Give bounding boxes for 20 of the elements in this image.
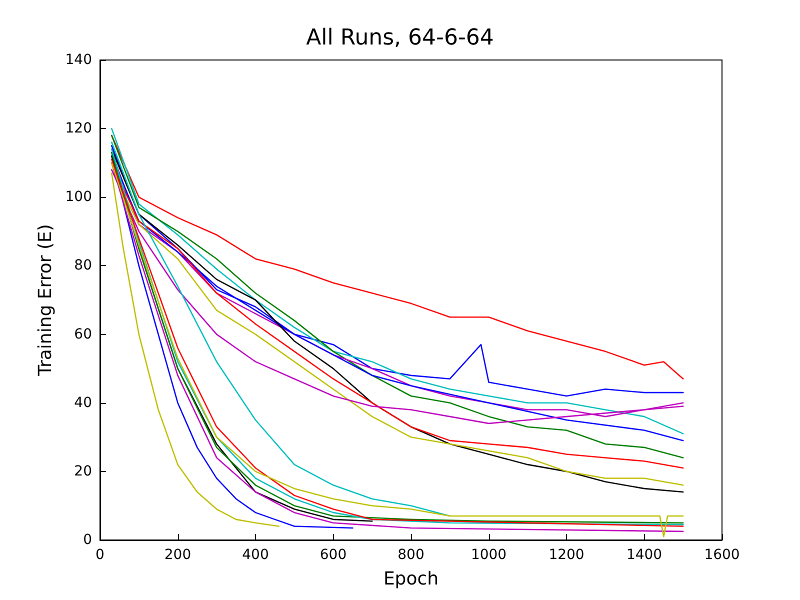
x-tick-label: 400 (242, 547, 269, 563)
x-tick-label: 0 (96, 547, 104, 563)
x-tick-label: 600 (320, 547, 347, 563)
x-tick-label: 1000 (470, 547, 507, 563)
x-tick-label: 200 (164, 547, 192, 563)
y-tick-label: 80 (74, 258, 92, 274)
y-tick-label: 100 (65, 189, 92, 206)
x-tick-label: 1400 (626, 547, 662, 563)
y-tick-label: 60 (74, 326, 92, 342)
x-tick-label: 1600 (704, 547, 740, 563)
y-tick-label: 40 (74, 394, 92, 411)
y-axis-title: Training Error (E) (34, 224, 56, 377)
x-tick-label: 800 (398, 547, 424, 563)
y-tick-label: 140 (65, 52, 92, 68)
y-tick-label: 120 (65, 120, 92, 137)
chart-title: All Runs, 64-6-64 (306, 26, 494, 50)
y-tick-label: 0 (83, 532, 92, 548)
y-tick-label: 20 (74, 463, 92, 480)
x-tick-label: 1200 (548, 547, 584, 563)
x-axis-title: Epoch (383, 568, 439, 590)
